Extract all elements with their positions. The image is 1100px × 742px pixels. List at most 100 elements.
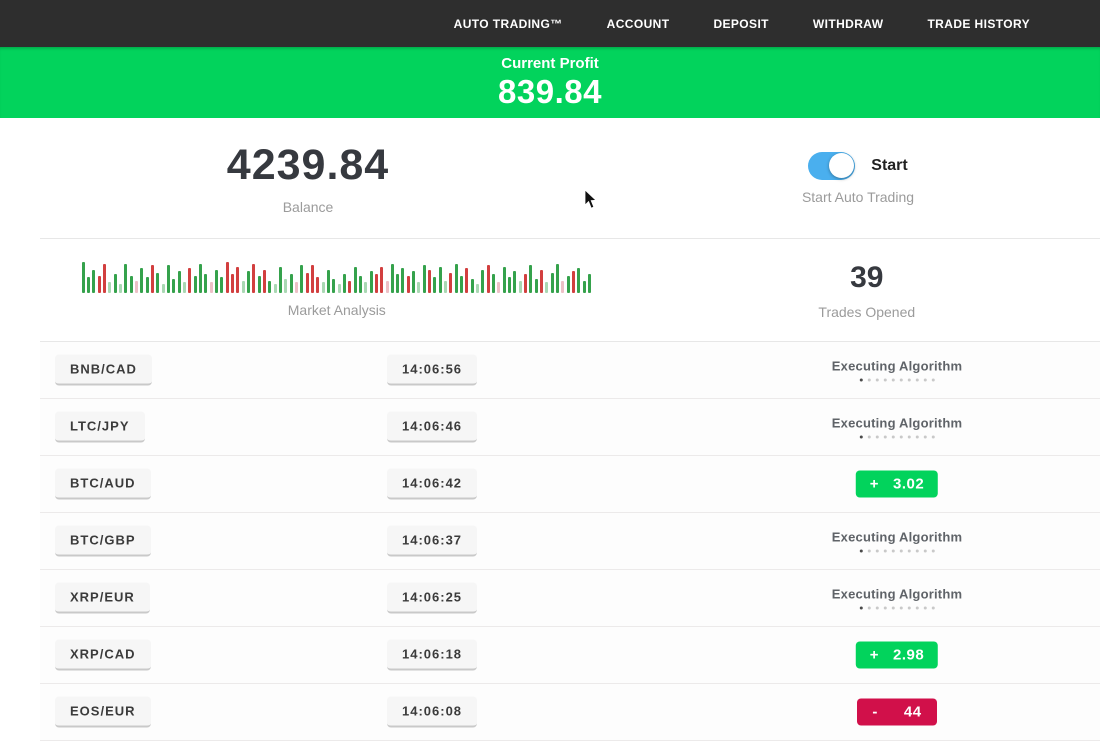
trade-row: BNB/CAD 14:06:56 Executing Algorithm xyxy=(40,342,1100,399)
market-bar xyxy=(268,281,272,293)
market-bar xyxy=(278,267,282,293)
market-bar xyxy=(188,268,192,293)
market-bar xyxy=(422,265,426,293)
market-bar xyxy=(156,273,160,293)
market-bar xyxy=(97,276,101,293)
market-bar xyxy=(321,282,325,293)
market-bar xyxy=(342,274,346,293)
executing-algorithm-label: Executing Algorithm xyxy=(831,586,963,602)
market-analysis-label: Market Analysis xyxy=(287,302,386,318)
market-bar xyxy=(81,262,85,293)
nav-item-deposit[interactable]: DEPOSIT xyxy=(713,16,769,31)
status-slot: -44 xyxy=(857,698,937,726)
stats-bottom-row: Market Analysis 39 Trades Opened xyxy=(40,238,1100,341)
market-bar xyxy=(396,274,400,293)
market-bar xyxy=(294,282,298,293)
market-bar xyxy=(140,268,144,293)
market-bar xyxy=(236,267,240,293)
status-slot: Executing Algorithm xyxy=(832,359,962,382)
profit-banner: Current Profit 839.84 xyxy=(0,47,1100,118)
executing-algorithm-label: Executing Algorithm xyxy=(831,358,963,374)
market-bar xyxy=(225,262,229,293)
market-bar xyxy=(353,267,357,293)
market-bar xyxy=(326,270,330,293)
market-bar xyxy=(246,271,250,293)
balance-label: Balance xyxy=(282,199,334,215)
market-bar xyxy=(151,265,155,293)
loss-badge: -44 xyxy=(857,698,937,726)
market-bar xyxy=(444,281,448,293)
market-bar xyxy=(310,265,314,293)
time-chip: 14:06:18 xyxy=(387,639,478,671)
status-slot: Executing Algorithm xyxy=(832,530,962,553)
market-bar xyxy=(428,270,432,293)
market-bar xyxy=(209,282,213,293)
market-bar xyxy=(215,270,218,293)
market-bar xyxy=(380,267,384,293)
trade-row: XRP/EUR 14:06:25 Executing Algorithm xyxy=(40,570,1100,627)
market-bar xyxy=(524,274,528,293)
market-bar xyxy=(454,264,458,293)
market-analysis-stat: Market Analysis xyxy=(40,239,634,341)
market-bar xyxy=(502,267,506,293)
current-profit-label: Current Profit xyxy=(501,54,599,72)
trade-row: BTC/GBP 14:06:37 Executing Algorithm xyxy=(40,513,1100,570)
status-slot: +3.02 xyxy=(855,470,939,498)
trades-list: BNB/CAD 14:06:56 Executing Algorithm LTC… xyxy=(40,341,1100,741)
market-bar xyxy=(433,277,437,293)
executing-algorithm-label: Executing Algorithm xyxy=(831,529,963,545)
market-bar xyxy=(135,281,139,293)
toggle-knob[interactable] xyxy=(828,153,854,178)
nav-item-trade-history[interactable]: TRADE HISTORY xyxy=(927,16,1030,31)
status-slot: +2.98 xyxy=(855,641,939,669)
market-bar xyxy=(465,268,469,293)
market-bar xyxy=(369,271,373,293)
trades-opened-label: Trades Opened xyxy=(818,303,916,320)
market-bar xyxy=(582,281,586,293)
nav-item-withdraw[interactable]: WITHDRAW xyxy=(812,16,884,31)
market-bar xyxy=(252,264,256,293)
market-bar xyxy=(204,274,208,293)
market-bar xyxy=(571,271,575,293)
market-bar xyxy=(561,281,565,293)
market-bar xyxy=(534,279,538,293)
market-bar xyxy=(161,284,165,293)
progress-dots xyxy=(859,549,935,553)
market-bar xyxy=(406,276,410,293)
pair-chip: XRP/CAD xyxy=(55,639,151,671)
stats-top-row: 4239.84 Balance Start Start Auto Trading xyxy=(0,118,1100,238)
market-bar xyxy=(390,264,394,293)
market-bar xyxy=(119,284,123,293)
market-bar xyxy=(540,270,544,293)
market-bar xyxy=(587,274,591,293)
nav-item-account[interactable]: ACCOUNT xyxy=(606,16,670,31)
current-profit-value: 839.84 xyxy=(498,72,602,110)
market-bar xyxy=(529,265,533,293)
market-bar xyxy=(412,271,416,293)
market-bar xyxy=(167,265,171,293)
time-chip: 14:06:25 xyxy=(387,582,478,614)
market-bar xyxy=(374,274,378,293)
market-bar xyxy=(183,282,187,293)
market-bar xyxy=(358,276,362,293)
market-bar xyxy=(262,270,266,293)
market-bar xyxy=(129,276,133,293)
market-bar xyxy=(241,281,245,293)
pair-chip: LTC/JPY xyxy=(55,411,145,443)
market-bar xyxy=(305,273,309,293)
market-bar xyxy=(172,279,176,293)
market-analysis-chart xyxy=(81,262,592,293)
balance-value: 4239.84 xyxy=(226,141,390,189)
market-bar xyxy=(492,274,496,293)
market-bar xyxy=(566,276,570,293)
market-bar xyxy=(230,274,234,293)
auto-trading-toggle[interactable] xyxy=(808,151,856,180)
market-bar xyxy=(87,277,91,293)
market-bar xyxy=(545,282,549,293)
pair-chip: XRP/EUR xyxy=(55,582,150,614)
pair-chip: EOS/EUR xyxy=(55,696,151,728)
profit-badge: +3.02 xyxy=(855,470,939,498)
nav-item-auto-trading[interactable]: AUTO TRADING™ xyxy=(453,16,563,31)
market-bar xyxy=(470,279,474,293)
market-bar xyxy=(481,270,485,293)
